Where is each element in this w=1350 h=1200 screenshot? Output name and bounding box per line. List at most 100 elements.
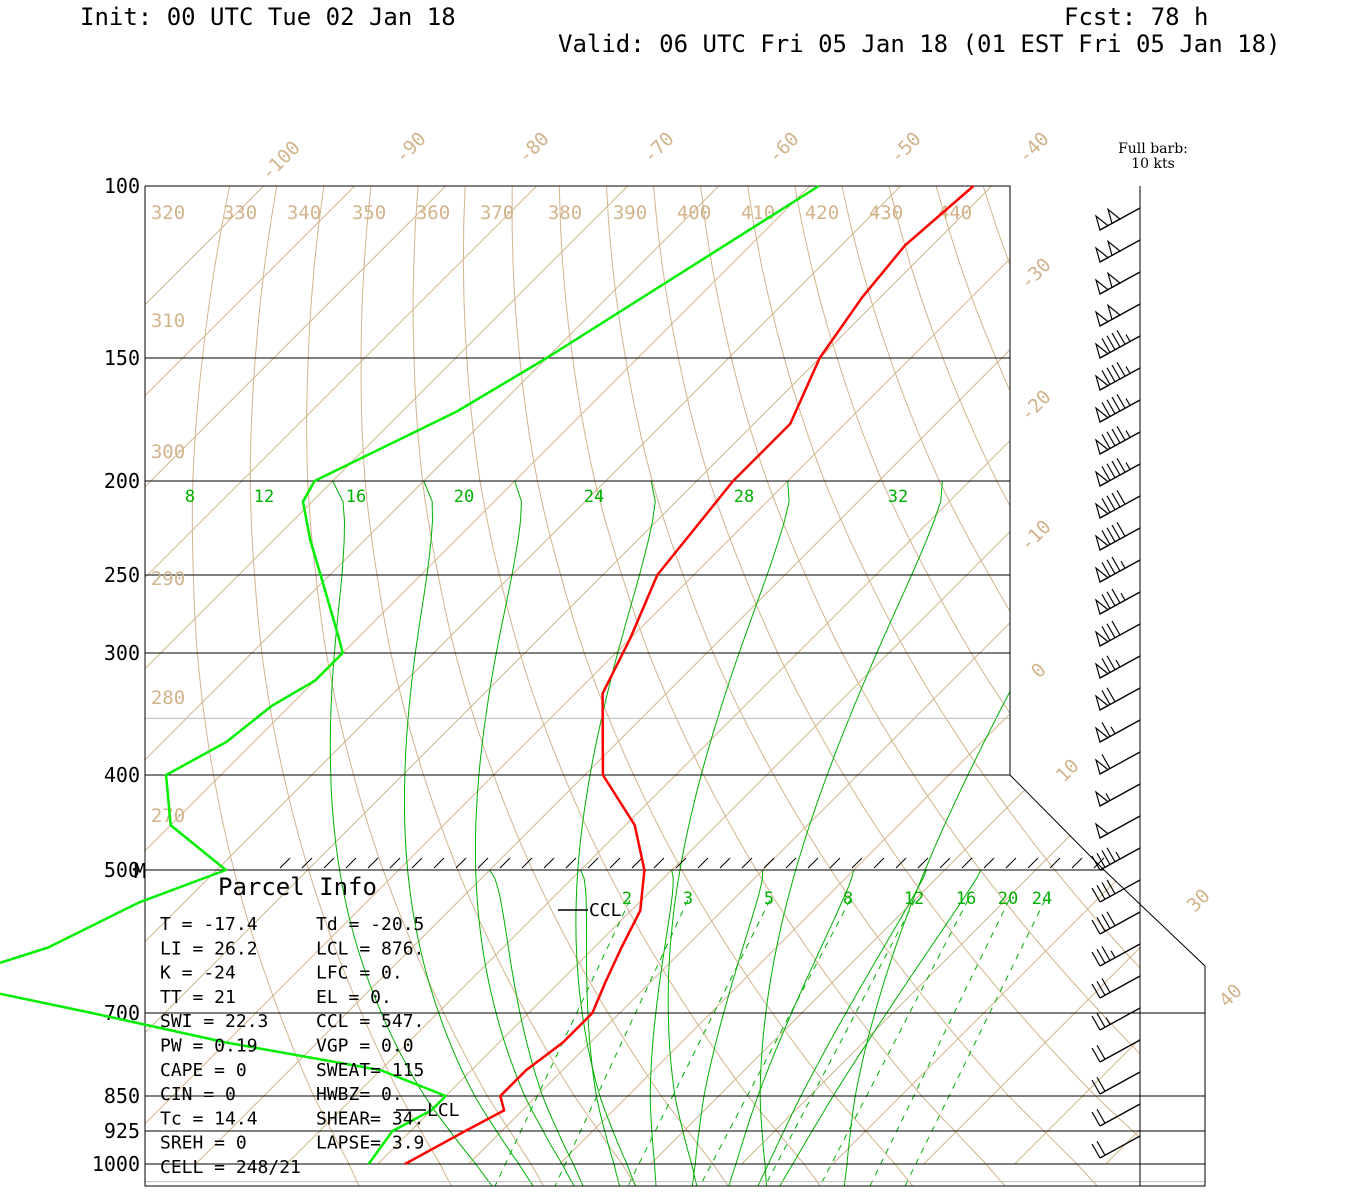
isotherm xyxy=(1105,186,1140,1165)
wind-barb xyxy=(1094,329,1141,359)
isotherm-label: -90 xyxy=(391,128,431,168)
parcel-info-left: CAPE = 0 xyxy=(160,1060,247,1081)
parcel-info-right: VGP = 0.0 xyxy=(316,1036,414,1057)
level-tick xyxy=(785,857,797,869)
dry-adiabat xyxy=(1029,186,1140,1186)
isotherm xyxy=(145,186,629,1165)
dry-adiabat xyxy=(191,186,360,1186)
forecast-hour: Fcst: 78 h xyxy=(1064,3,1209,31)
isotherm-label: -60 xyxy=(764,128,804,168)
level-tick xyxy=(983,857,995,869)
parcel-info-left: CELL = 248/21 xyxy=(160,1157,301,1178)
wind-barb xyxy=(1091,975,1141,999)
level-tick xyxy=(939,857,951,869)
wind-barb xyxy=(1094,620,1141,647)
saturated-adiabat xyxy=(475,480,575,1186)
adiabat-label: 350 xyxy=(352,202,386,224)
wind-barb xyxy=(1094,719,1141,743)
level-tick xyxy=(763,857,775,869)
wind-barb xyxy=(1094,521,1141,551)
mixing-ratio-label: 24 xyxy=(584,487,604,507)
parcel-info-left: TT = 21 xyxy=(160,987,236,1008)
level-tick xyxy=(499,857,511,869)
level-tick xyxy=(917,857,929,869)
wind-barb xyxy=(1094,489,1141,519)
adiabat-label: 420 xyxy=(805,202,839,224)
mixing-ratio-label: 24 xyxy=(1032,889,1052,909)
pressure-label: 850 xyxy=(104,1084,140,1108)
level-tick xyxy=(279,857,291,869)
adiabat-label: 340 xyxy=(287,202,321,224)
level-tick xyxy=(565,857,577,869)
init-time: Init: 00 UTC Tue 02 Jan 18 xyxy=(80,3,456,31)
adiabat-label: 380 xyxy=(548,202,582,224)
adiabat-label: 360 xyxy=(416,202,450,224)
level-tick xyxy=(433,857,445,869)
parcel-info-right: SHEAR= 34. xyxy=(316,1108,424,1129)
parcel-info-right: Td = -20.5 xyxy=(316,914,424,935)
isotherm-label: 10 xyxy=(1052,755,1084,787)
isotherm-label: 30 xyxy=(1183,885,1215,917)
mixing-ratio-label: 16 xyxy=(346,487,366,507)
isotherm-label: -70 xyxy=(639,128,679,168)
adiabat-label: 440 xyxy=(938,202,972,224)
level-tick xyxy=(477,857,489,869)
level-tick xyxy=(675,857,687,869)
pressure-label: 500 xyxy=(104,858,140,882)
parcel-info-title: Parcel Info xyxy=(218,873,377,901)
mixing-ratio-label: 20 xyxy=(454,487,474,507)
mixing-ratio-label: 8 xyxy=(843,889,853,909)
level-tick xyxy=(961,857,973,869)
dry-adiabat xyxy=(653,186,1140,1186)
wind-barb xyxy=(1094,783,1141,807)
mixing-ratio-line xyxy=(627,899,771,1187)
valid-time: Valid: 06 UTC Fri 05 Jan 18 (01 EST Fri … xyxy=(558,30,1280,58)
level-tick xyxy=(587,857,599,869)
wind-barb xyxy=(1094,425,1141,455)
dry-adiabat xyxy=(558,186,1006,1186)
mixing-ratio-line xyxy=(764,899,916,1187)
mixing-ratio-label: 12 xyxy=(254,487,274,507)
level-tick xyxy=(1071,857,1083,869)
isotherm-label: -40 xyxy=(1014,128,1054,168)
wind-barb xyxy=(1091,879,1141,903)
pressure-label: 400 xyxy=(104,763,140,787)
level-tick xyxy=(631,857,643,869)
level-tick xyxy=(367,857,379,869)
level-tick xyxy=(609,857,621,869)
dry-adiabat xyxy=(982,186,1140,1186)
level-tick xyxy=(653,857,665,869)
isotherm xyxy=(145,186,902,1165)
isotherm xyxy=(832,186,1140,1165)
dry-adiabat xyxy=(306,186,545,1186)
wind-barb xyxy=(1091,1039,1141,1063)
wind-barb xyxy=(1094,751,1141,775)
level-tick xyxy=(1093,857,1105,869)
isotherm xyxy=(145,186,993,1165)
saturated-adiabat xyxy=(779,870,982,1186)
dewpoint-profile xyxy=(0,184,820,1165)
dry-adiabat xyxy=(700,186,1140,1186)
isotherm-label: -10 xyxy=(1016,516,1056,556)
wind-barb xyxy=(1094,556,1141,583)
level-tick xyxy=(345,857,357,869)
dry-adiabat xyxy=(511,186,914,1186)
saturated-adiabat xyxy=(691,870,764,1186)
pressure-label: 300 xyxy=(104,641,140,665)
wind-barb xyxy=(1091,1135,1141,1159)
saturated-adiabat xyxy=(329,480,493,1186)
isotherm-label: 40 xyxy=(1215,980,1247,1012)
wind-barb xyxy=(1094,303,1141,327)
parcel-info-right: EL = 0. xyxy=(316,987,392,1008)
isotherm-label: -20 xyxy=(1016,386,1056,426)
parcel-info-left: K = -24 xyxy=(160,963,236,984)
adiabat-label: 320 xyxy=(151,202,185,224)
level-tick xyxy=(873,857,885,869)
saturated-adiabat xyxy=(489,870,584,1186)
adiabat-label: 410 xyxy=(741,202,775,224)
wind-barb xyxy=(1094,815,1141,839)
adiabat-label: 270 xyxy=(151,805,185,827)
mixing-ratio-line xyxy=(554,899,689,1187)
isotherm xyxy=(559,186,1140,1165)
wind-barb xyxy=(1094,361,1141,391)
